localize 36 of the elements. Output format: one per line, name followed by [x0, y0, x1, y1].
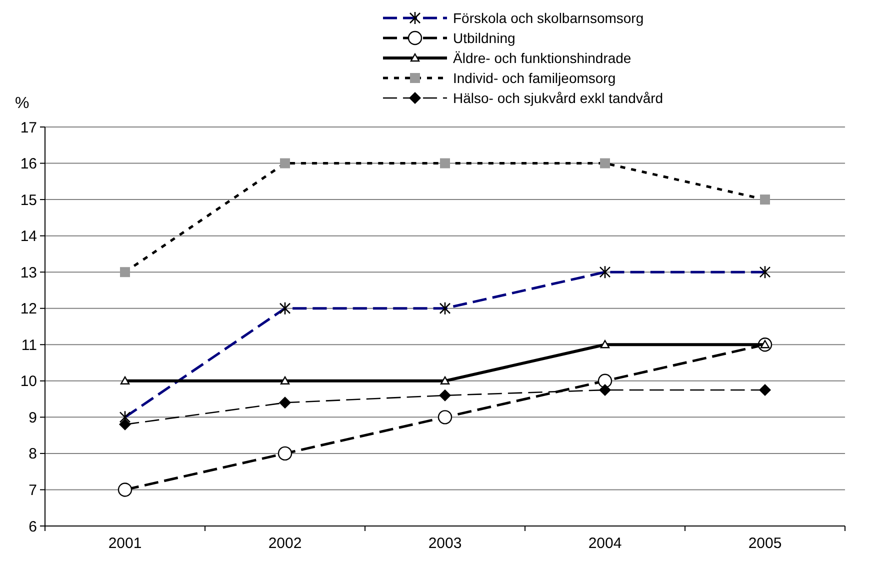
point [280, 376, 290, 385]
x-tick-label: 2003 [428, 535, 462, 552]
x-tick-label: 2004 [588, 535, 622, 552]
point [438, 410, 452, 424]
y-tick-label: 16 [20, 156, 37, 173]
x-tick-label: 2001 [108, 535, 142, 552]
y-tick-label: 9 [28, 409, 37, 426]
y-tick-label: 6 [28, 518, 37, 536]
x-tick-label: 2002 [268, 535, 302, 552]
y-axis-title: % [15, 95, 30, 112]
point [279, 396, 291, 409]
legend-label: Utbildning [453, 30, 516, 46]
y-tick-label: 8 [28, 446, 37, 463]
legend-label: Individ- och familjeomsorg [453, 70, 616, 86]
point [439, 389, 451, 402]
point [119, 418, 131, 430]
y-tick-label: 13 [20, 264, 37, 282]
point [600, 340, 610, 348]
point [120, 376, 130, 385]
point [440, 376, 450, 385]
y-tick-label: 10 [20, 373, 37, 390]
point [598, 374, 612, 388]
y-tick-label: 12 [20, 300, 37, 318]
y-tick-label: 15 [20, 192, 37, 209]
point [759, 384, 771, 396]
y-tick-label: 11 [21, 336, 37, 354]
y-tick-label: 14 [20, 228, 37, 246]
legend-label: Äldre- och funktionshindrade [453, 50, 632, 66]
y-tick-label: 17 [20, 119, 37, 136]
point [599, 384, 611, 396]
legend-label: Förskola och skolbarnsomsorg [453, 10, 644, 26]
point [278, 446, 292, 461]
legend-label: Hälso- och sjukvård exkl tandvård [453, 90, 664, 106]
y-tick-label: 7 [28, 482, 37, 499]
point [118, 482, 132, 497]
x-tick-label: 2005 [748, 535, 782, 552]
